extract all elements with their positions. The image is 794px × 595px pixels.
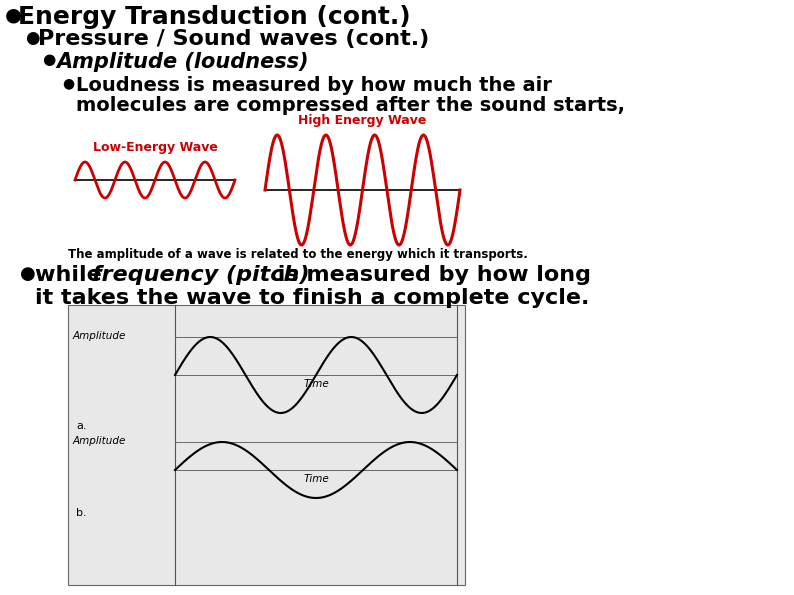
Text: High Energy Wave: High Energy Wave	[299, 114, 426, 127]
Text: ●: ●	[62, 76, 74, 90]
Text: Amplitude: Amplitude	[73, 331, 126, 341]
Text: molecules are compressed after the sound starts,: molecules are compressed after the sound…	[76, 96, 625, 115]
Text: Energy Transduction (cont.): Energy Transduction (cont.)	[18, 5, 410, 29]
Text: Time: Time	[303, 379, 329, 389]
Text: ●: ●	[20, 265, 36, 283]
Text: Time: Time	[303, 474, 329, 484]
Text: is measured by how long: is measured by how long	[270, 265, 591, 285]
Bar	[68, 305, 465, 585]
Text: Loudness is measured by how much the air: Loudness is measured by how much the air	[76, 76, 552, 95]
Text: it takes the wave to finish a complete cycle.: it takes the wave to finish a complete c…	[35, 288, 589, 308]
Text: The amplitude of a wave is related to the energy which it transports.: The amplitude of a wave is related to th…	[68, 248, 528, 261]
Text: b.: b.	[76, 508, 87, 518]
Text: ●: ●	[5, 5, 22, 24]
Text: frequency (pitch): frequency (pitch)	[92, 265, 310, 285]
Text: Amplitude (loudness): Amplitude (loudness)	[56, 52, 309, 72]
Text: Low-Energy Wave: Low-Energy Wave	[93, 141, 218, 154]
Text: ●: ●	[25, 29, 40, 47]
Text: while: while	[35, 265, 110, 285]
Text: a.: a.	[76, 421, 87, 431]
Text: Amplitude: Amplitude	[73, 436, 126, 446]
Text: Pressure / Sound waves (cont.): Pressure / Sound waves (cont.)	[38, 29, 430, 49]
Text: ●: ●	[42, 52, 56, 67]
